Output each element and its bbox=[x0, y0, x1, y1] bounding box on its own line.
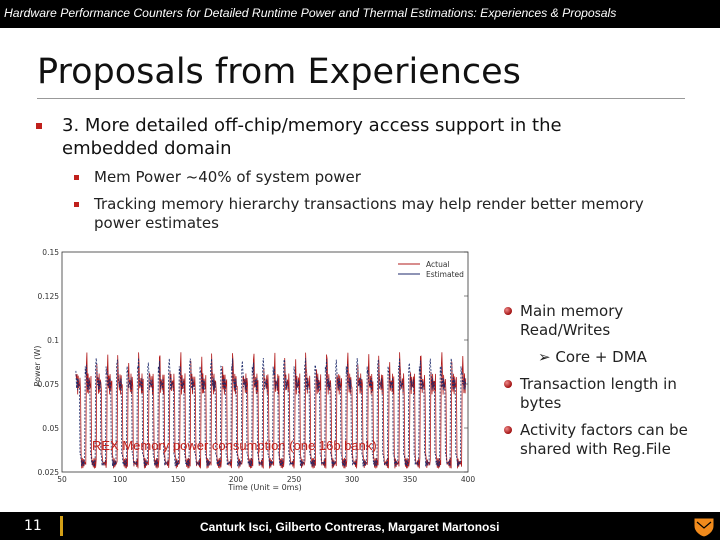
bullet-dot-icon bbox=[504, 307, 512, 315]
university-shield-icon bbox=[693, 517, 715, 538]
x-tick-label: 300 bbox=[345, 475, 360, 484]
right-sub-text: Core + DMA bbox=[555, 348, 647, 366]
slide-title: Proposals from Experiences bbox=[37, 52, 521, 92]
y-tick-label: 0.025 bbox=[38, 468, 60, 477]
sub-bullet-text: Mem Power ~40% of system power bbox=[94, 168, 361, 186]
bullet-square-icon bbox=[74, 202, 79, 207]
legend-estimated-label: Estimated bbox=[426, 270, 464, 279]
main-bullet-text: 3. More detailed off-chip/memory access … bbox=[62, 115, 562, 159]
y-tick-label: 0.1 bbox=[47, 336, 59, 345]
y-tick-label: 0.075 bbox=[38, 380, 60, 389]
legend: Actual Estimated bbox=[398, 260, 464, 279]
bullet-dot-icon bbox=[504, 426, 512, 434]
memory-power-chart: 0.15 0.125 0.1 0.075 0.05 0.025 50 100 150 200 25… bbox=[34, 248, 475, 492]
x-tick-label: 150 bbox=[171, 475, 186, 484]
x-tick-label: 200 bbox=[229, 475, 244, 484]
x-tick-label: 350 bbox=[403, 475, 418, 484]
footer-bar: 11 Canturk Isci, Gilberto Contreras, Mar… bbox=[0, 512, 720, 540]
arrow-right-icon: ➢ bbox=[538, 348, 556, 366]
y-axis-label: Power (W) bbox=[34, 346, 42, 387]
bullet-square-icon bbox=[74, 175, 79, 180]
chart-series bbox=[75, 352, 467, 469]
actual-power-line bbox=[75, 352, 467, 469]
right-bullet-text: Main memory Read/Writes bbox=[520, 302, 624, 339]
x-tick-label: 400 bbox=[461, 475, 476, 484]
chart-caption: REX Memory power consumption (one 16b ba… bbox=[92, 438, 377, 453]
sub-bullet-text: Tracking memory hierarchy transactions m… bbox=[94, 195, 644, 232]
y-tick-label: 0.125 bbox=[38, 292, 60, 301]
y-tick-label: 0.15 bbox=[42, 248, 59, 257]
x-tick-label: 250 bbox=[287, 475, 302, 484]
x-tick-label: 50 bbox=[57, 475, 67, 484]
page-number: 11 bbox=[24, 518, 42, 534]
right-bullet-text: Transaction length in bytes bbox=[520, 375, 677, 412]
right-sub-bullet: ➢ Core + DMA bbox=[538, 348, 647, 366]
authors: Canturk Isci, Gilberto Contreras, Margar… bbox=[200, 520, 500, 534]
right-bullet-text: Activity factors can be shared with Reg.… bbox=[520, 421, 688, 458]
legend-actual-label: Actual bbox=[426, 260, 450, 269]
y-tick-label: 0.05 bbox=[42, 424, 59, 433]
x-axis-ticks: 50 100 150 200 250 300 350 400 bbox=[57, 475, 475, 484]
bullet-square-icon bbox=[36, 123, 42, 129]
estimated-power-line bbox=[75, 357, 467, 467]
bullet-dot-icon bbox=[504, 380, 512, 388]
x-axis-label: Time (Unit = 0ms) bbox=[227, 483, 302, 492]
title-divider bbox=[37, 98, 685, 99]
x-tick-label: 100 bbox=[113, 475, 128, 484]
footer-divider bbox=[60, 516, 63, 536]
header-bar: Hardware Performance Counters for Detail… bbox=[0, 0, 720, 28]
presentation-title: Hardware Performance Counters for Detail… bbox=[4, 6, 617, 20]
